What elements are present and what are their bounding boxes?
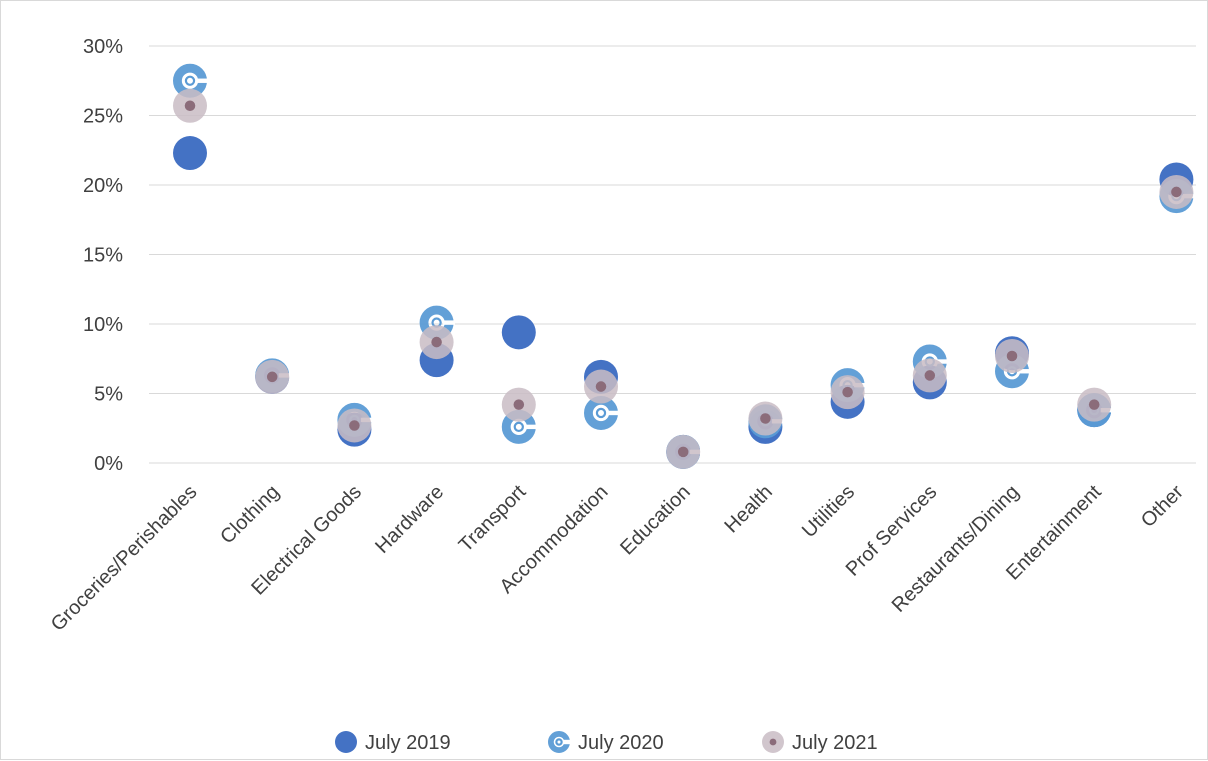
point-july-2021-hardware — [419, 325, 454, 360]
y-tick-label: 15% — [83, 245, 123, 267]
series-july-2019 — [173, 136, 1194, 469]
category-label-education: Education — [616, 481, 694, 559]
x-axis-category-labels: Groceries/Perishables ClothingElectrical … — [47, 481, 1188, 636]
legend: July 2019 July 2020 July 2021 — [335, 730, 878, 754]
point-july-2021-utilities — [830, 375, 865, 410]
category-label-hardware: Hardware — [371, 481, 448, 558]
y-tick-label: 30% — [83, 36, 123, 58]
series-july-2020 — [172, 63, 1195, 469]
legend-marker-july-2020 — [547, 730, 571, 753]
y-tick-label: 5% — [94, 384, 123, 406]
point-july-2021-transport — [501, 387, 536, 422]
y-tick-label: 20% — [83, 175, 123, 197]
data-points — [172, 63, 1195, 469]
point-july-2021-restaurants-dining — [995, 338, 1029, 373]
legend-marker-july-2021 — [762, 731, 784, 753]
point-july-2019-groceries-perishables — [173, 136, 207, 171]
point-july-2021-education — [666, 434, 701, 469]
y-axis-tick-labels: 0% 5% 10% 15% 20% 25% 30% — [83, 36, 123, 475]
point-july-2021-groceries-perishables — [173, 88, 207, 123]
legend-label-july-2021: July 2021 — [792, 732, 878, 754]
category-label-other: Other — [1137, 481, 1188, 532]
legend-label-july-2019: July 2019 — [365, 732, 451, 754]
gridlines — [149, 45, 1196, 464]
y-tick-label: 0% — [94, 453, 123, 475]
category-label-transport: Transport — [455, 481, 531, 557]
point-july-2021-entertainment — [1077, 387, 1112, 422]
point-july-2021-clothing — [255, 359, 290, 394]
y-tick-label: 10% — [83, 314, 123, 336]
point-july-2021-health — [748, 401, 783, 436]
legend-item-july-2019: July 2019 — [335, 731, 451, 754]
category-label-health: Health — [720, 481, 776, 537]
category-label-groceries-perishables: Groceries/Perishables — [47, 481, 202, 636]
legend-item-july-2021: July 2021 — [762, 731, 878, 754]
point-july-2021-prof-services — [912, 358, 947, 393]
category-label-utilities: Utilities — [798, 481, 859, 542]
point-july-2021-electrical-goods — [337, 408, 372, 443]
point-july-2020-accommodation — [583, 395, 620, 430]
point-july-2021-other — [1159, 174, 1194, 209]
legend-label-july-2020: July 2020 — [578, 732, 664, 754]
legend-item-july-2020: July 2020 — [547, 730, 664, 754]
point-july-2021-accommodation — [584, 369, 618, 404]
y-tick-label: 25% — [83, 106, 123, 128]
point-july-2019-transport — [501, 315, 536, 350]
series-july-2021 — [173, 88, 1194, 469]
category-label-clothing: Clothing — [216, 481, 283, 548]
legend-marker-july-2019 — [335, 731, 357, 753]
